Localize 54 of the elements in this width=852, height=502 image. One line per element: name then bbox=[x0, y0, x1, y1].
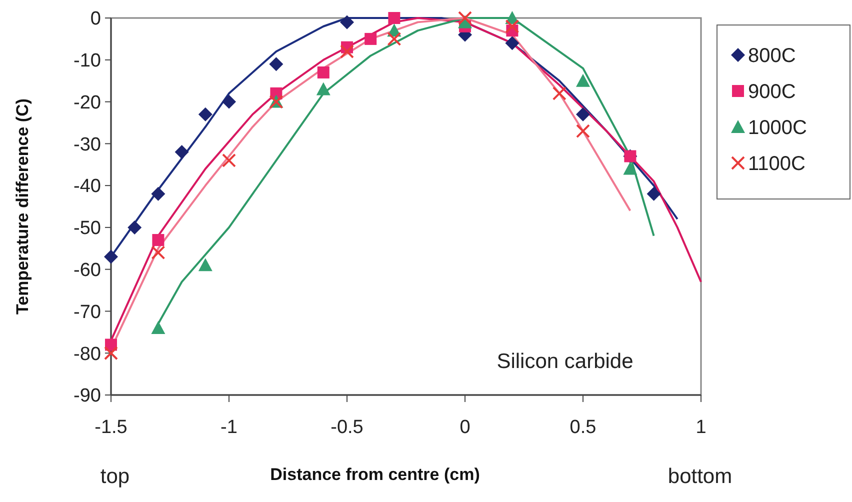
point bbox=[198, 107, 212, 122]
x-axis-title: Distance from centre (cm) bbox=[270, 465, 480, 484]
legend-label: 1000C bbox=[748, 117, 807, 139]
point bbox=[646, 186, 661, 201]
y-tick-label: -60 bbox=[74, 260, 101, 281]
legend-label: 1100C bbox=[748, 153, 806, 175]
y-tick-label: -20 bbox=[74, 92, 101, 114]
point bbox=[364, 32, 377, 45]
point bbox=[128, 220, 142, 234]
text: top bbox=[100, 465, 130, 488]
legend-label: 900C bbox=[748, 81, 796, 103]
x-tick-label: -0.5 bbox=[330, 417, 364, 438]
point bbox=[316, 82, 330, 96]
point bbox=[340, 44, 354, 59]
point bbox=[174, 145, 189, 160]
point bbox=[340, 15, 354, 30]
point bbox=[505, 19, 520, 34]
point bbox=[576, 124, 590, 138]
legend-label: 800C bbox=[748, 45, 796, 67]
y-tick-label: -40 bbox=[74, 176, 101, 198]
point bbox=[152, 234, 164, 246]
point bbox=[269, 57, 284, 72]
x-tick-label: 0.5 bbox=[570, 417, 596, 438]
point bbox=[104, 346, 118, 360]
y-tick-label: -10 bbox=[74, 50, 101, 72]
text: bottom bbox=[668, 465, 732, 488]
y-tick-label: -70 bbox=[74, 302, 101, 323]
point bbox=[576, 74, 590, 87]
point bbox=[552, 86, 566, 100]
x-tick-label: 1 bbox=[696, 417, 706, 438]
point bbox=[104, 250, 118, 264]
y-tick-label: -30 bbox=[74, 134, 101, 156]
x-tick-label: -1 bbox=[220, 417, 238, 438]
point bbox=[387, 32, 402, 46]
point bbox=[317, 66, 330, 78]
y-axis-title: Temperature difference (C) bbox=[13, 98, 32, 315]
point bbox=[458, 11, 472, 25]
y-tick-label: 0 bbox=[90, 8, 101, 30]
point bbox=[151, 246, 166, 260]
annotation: Silicon carbide bbox=[496, 350, 634, 373]
x-tick-label: -1.5 bbox=[94, 417, 128, 438]
point bbox=[388, 12, 400, 24]
y-tick-label: -90 bbox=[74, 386, 101, 407]
point bbox=[151, 320, 166, 334]
x-tick-label: 0 bbox=[460, 417, 470, 438]
y-tick-label: -80 bbox=[74, 344, 101, 365]
point bbox=[222, 94, 236, 109]
point bbox=[222, 153, 236, 168]
point bbox=[151, 186, 166, 201]
point bbox=[576, 107, 590, 122]
point bbox=[623, 162, 638, 175]
point bbox=[505, 36, 520, 50]
y-tick-label: -50 bbox=[74, 218, 101, 240]
point bbox=[198, 258, 212, 272]
